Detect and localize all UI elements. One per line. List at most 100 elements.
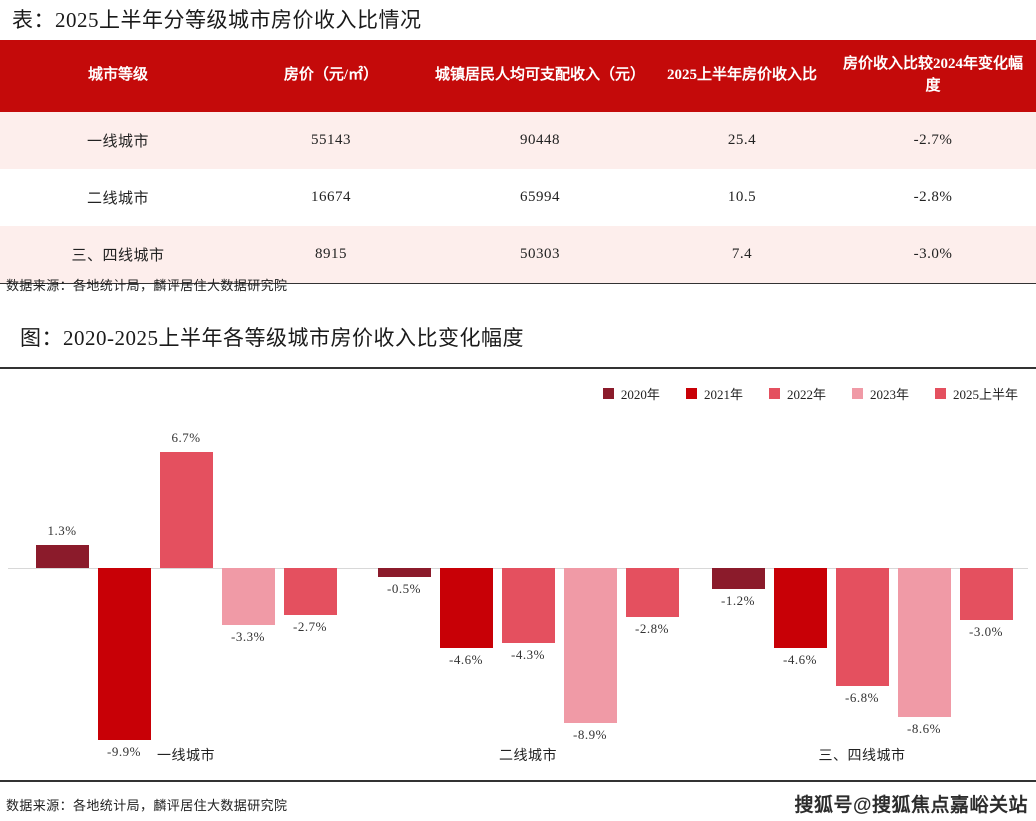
chart-top-divider (0, 367, 1036, 369)
cell-house-price: 8915 (236, 225, 426, 284)
bar-value-label: -4.6% (783, 651, 817, 667)
bar[interactable] (501, 567, 555, 643)
bar-slot: -2.7% (283, 429, 337, 759)
cell-city-tier: 一线城市 (0, 111, 236, 169)
chart-area: 2020年 2021年 2022年 2023年 2025上半年 1.3% -9.9% 6.7… (0, 369, 1036, 769)
cell-income: 65994 (426, 168, 654, 226)
bar-value-label: -6.8% (845, 690, 879, 706)
bar-slot: -0.5% (377, 429, 431, 759)
cell-ratio: 7.4 (654, 225, 830, 284)
bar[interactable] (35, 545, 89, 568)
table-body: 一线城市 55143 90448 25.4 -2.7% 二线城市 16674 6… (0, 111, 1036, 284)
bar[interactable] (221, 567, 275, 626)
cell-house-price: 16674 (236, 168, 426, 226)
bar-slot: -8.9% (563, 429, 617, 759)
x-axis-label: 三、四线城市 (818, 749, 906, 764)
table-header: 城市等级 房价（元/㎡） 城镇居民人均可支配收入（元） 2025上半年房价收入比… (0, 40, 1036, 112)
column-header-income: 城镇居民人均可支配收入（元） (426, 40, 654, 112)
bar[interactable] (159, 451, 213, 568)
cell-income: 90448 (426, 111, 654, 169)
legend-label: 2023年 (869, 387, 909, 402)
bar-value-label: -2.8% (635, 620, 669, 636)
bar-slot: -4.3% (501, 429, 555, 759)
bar-slot: -2.8% (625, 429, 679, 759)
legend-swatch-icon (685, 388, 697, 399)
bar-slot: 6.7% (159, 429, 213, 759)
bar-value-label: -8.6% (907, 721, 941, 737)
cell-income: 50303 (426, 225, 654, 284)
bar-slot: -4.6% (439, 429, 493, 759)
bar-value-label: -1.2% (721, 592, 755, 608)
bar-value-label: -2.7% (293, 618, 327, 634)
cell-change: -2.8% (830, 168, 1036, 226)
legend-item[interactable]: 2025上半年 (934, 384, 1018, 403)
legend-item[interactable]: 2021年 (685, 384, 743, 403)
legend-swatch-icon (602, 388, 614, 399)
legend-swatch-icon (851, 388, 863, 399)
bar-value-label: -0.5% (387, 580, 421, 596)
watermark: 搜狐号@搜狐焦点嘉峪关站 (794, 795, 1028, 816)
bar-value-label: -8.9% (573, 726, 607, 742)
cell-change: -2.7% (830, 111, 1036, 169)
chart-bottom-divider (0, 780, 1036, 782)
bar-value-label: -4.6% (449, 651, 483, 667)
table-title: 表：2025上半年分等级城市房价收入比情况 (12, 8, 422, 32)
chart-title: 图：2020-2025上半年各等级城市房价收入比变化幅度 (20, 326, 524, 350)
cell-ratio: 10.5 (654, 168, 830, 226)
bar-value-label: -3.0% (969, 624, 1003, 640)
bar[interactable] (773, 567, 827, 648)
chart-legend: 2020年 2021年 2022年 2023年 2025上半年 (602, 384, 1018, 403)
legend-swatch-icon (768, 388, 780, 399)
column-header-ratio: 2025上半年房价收入比 (654, 40, 830, 112)
x-axis-label: 二线城市 (499, 749, 557, 764)
bar-value-label: 1.3% (47, 523, 77, 539)
bar-slot: 1.3% (35, 429, 89, 759)
bar-value-label: 6.7% (171, 429, 201, 445)
bar[interactable] (897, 567, 951, 718)
bar[interactable] (439, 567, 493, 648)
legend-item[interactable]: 2023年 (851, 384, 909, 403)
bar[interactable] (563, 567, 617, 723)
bar-value-label: -3.3% (231, 629, 265, 645)
bar-group: -1.2% -4.6% -6.8% -8.6% -3.0% (702, 429, 1022, 759)
bar[interactable] (835, 567, 889, 687)
table-header-row: 城市等级 房价（元/㎡） 城镇居民人均可支配收入（元） 2025上半年房价收入比… (0, 40, 1036, 112)
chart-plot: 1.3% -9.9% 6.7% -3.3% -2.7% -0.5% -4.6% -4.3% -8… (0, 429, 1036, 759)
legend-label: 2022年 (786, 387, 826, 402)
bar-slot: -6.8% (835, 429, 889, 759)
column-header-city-tier: 城市等级 (0, 40, 236, 112)
cell-ratio: 25.4 (654, 111, 830, 169)
table-source-note: 数据来源：各地统计局，麟评居住大数据研究院 (6, 278, 288, 293)
bar-slot: -3.3% (221, 429, 275, 759)
legend-item[interactable]: 2022年 (768, 384, 826, 403)
table-row: 三、四线城市 8915 50303 7.4 -3.0% (0, 225, 1036, 284)
table-container: 城市等级 房价（元/㎡） 城镇居民人均可支配收入（元） 2025上半年房价收入比… (0, 40, 1036, 284)
cell-change: -3.0% (830, 225, 1036, 284)
legend-swatch-icon (934, 388, 946, 399)
legend-label: 2025上半年 (952, 387, 1018, 402)
legend-label: 2021年 (703, 387, 743, 402)
bar-slot: -3.0% (959, 429, 1013, 759)
bar[interactable] (711, 567, 765, 589)
house-price-income-ratio-table: 城市等级 房价（元/㎡） 城镇居民人均可支配收入（元） 2025上半年房价收入比… (0, 40, 1036, 284)
bar-slot: -9.9% (97, 429, 151, 759)
bar[interactable] (959, 567, 1013, 621)
x-axis-labels: 一线城市 二线城市 三、四线城市 (0, 745, 1036, 773)
legend-item[interactable]: 2020年 (602, 384, 660, 403)
bar-group: -0.5% -4.6% -4.3% -8.9% -2.8% (368, 429, 688, 759)
column-header-house-price: 房价（元/㎡） (236, 40, 426, 112)
bar[interactable] (97, 567, 151, 740)
bar[interactable] (283, 567, 337, 615)
table-row: 二线城市 16674 65994 10.5 -2.8% (0, 168, 1036, 226)
column-header-change: 房价收入比较2024年变化幅度 (830, 40, 1036, 112)
chart-source-note: 数据来源：各地统计局，麟评居住大数据研究院 (6, 798, 288, 813)
bar-slot: -8.6% (897, 429, 951, 759)
bar-slot: -4.6% (773, 429, 827, 759)
bar-value-label: -4.3% (511, 646, 545, 662)
x-axis-label: 一线城市 (157, 749, 215, 764)
bar-slot: -1.2% (711, 429, 765, 759)
bar[interactable] (377, 567, 431, 577)
bar-value-label: -9.9% (107, 743, 141, 759)
bar[interactable] (625, 567, 679, 617)
